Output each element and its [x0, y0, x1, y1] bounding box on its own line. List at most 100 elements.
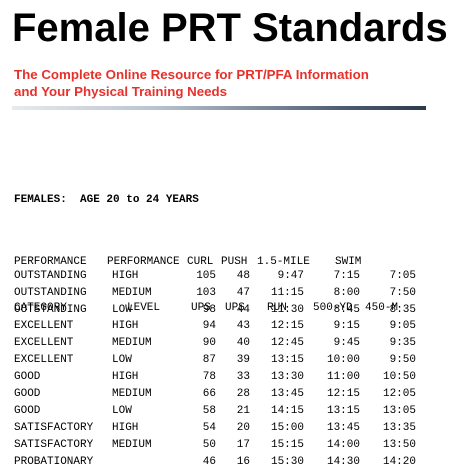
table-row: GOOD LOW 58 21 14:15 13:15 13:05 — [14, 403, 416, 420]
swim-500yd-cell: 7:15 — [333, 269, 360, 282]
curl-ups-cell: 54 — [202, 421, 216, 434]
level-cell: HIGH — [112, 371, 139, 384]
table-row: EXCELLENT HIGH 94 43 12:15 9:15 9:05 — [14, 319, 416, 336]
age-group-heading: FEMALES: AGE 20 to 24 YEARS — [14, 194, 199, 206]
push-ups-cell: 16 — [236, 455, 250, 468]
push-ups-cell: 43 — [236, 320, 250, 333]
standards-table-body: OUTSTANDING HIGH 105 48 9:47 7:15 7:05 OUTSTAND… — [14, 268, 416, 471]
push-ups-cell: 20 — [236, 421, 250, 434]
run-cell: 11:30 — [270, 303, 304, 316]
header-cell: LEVEL — [127, 302, 161, 315]
table-row: OUTSTANDING LOW 98 44 11:30 8:45 8:35 — [14, 302, 416, 319]
swim-450m-cell: 10:50 — [382, 371, 416, 384]
table-row: SATISFACTORY HIGH 54 20 15:00 13:45 13:35 — [14, 420, 416, 437]
swim-500yd-cell: 8:00 — [333, 286, 360, 299]
level-cell: MEDIUM — [112, 286, 152, 299]
header-row-1: PERFORMANCE PERFORMANCE CURL PUSH 1.5-MI… — [14, 255, 415, 270]
curl-ups-cell: 58 — [202, 404, 216, 417]
run-cell: 12:15 — [270, 320, 304, 333]
header-cell: PERFORMANCE — [14, 255, 87, 268]
run-cell: 13:45 — [270, 387, 304, 400]
swim-500yd-cell: 14:30 — [326, 455, 360, 468]
run-cell: 11:15 — [270, 286, 304, 299]
table-row: OUTSTANDING MEDIUM 103 47 11:15 8:00 7:50 — [14, 285, 416, 302]
swim-450m-cell: 8:35 — [389, 303, 416, 316]
swim-500yd-cell: 12:15 — [326, 387, 360, 400]
header-cell: SWIM — [335, 255, 362, 268]
curl-ups-cell: 66 — [202, 387, 216, 400]
push-ups-cell: 44 — [236, 303, 250, 316]
category-cell: GOOD — [14, 404, 41, 417]
level-cell: LOW — [112, 354, 132, 367]
header-cell: PERFORMANCE — [107, 255, 180, 268]
category-cell: EXCELLENT — [14, 337, 74, 350]
curl-ups-cell: 90 — [202, 337, 216, 350]
swim-450m-cell: 7:05 — [389, 269, 416, 282]
swim-450m-cell: 9:35 — [389, 337, 416, 350]
curl-ups-cell: 98 — [202, 303, 216, 316]
header-cell: PUSH — [221, 255, 248, 268]
header-cell: 500-YD — [313, 302, 353, 315]
run-cell: 12:45 — [270, 337, 304, 350]
category-cell: GOOD — [14, 371, 41, 384]
curl-ups-cell: 105 — [196, 269, 216, 282]
level-cell: MEDIUM — [112, 438, 152, 451]
curl-ups-cell: 103 — [196, 286, 216, 299]
header-cell: RUN — [267, 302, 287, 315]
run-cell: 13:15 — [270, 354, 304, 367]
header-cell: UPS — [191, 302, 211, 315]
category-cell: OUTSTANDING — [14, 286, 87, 299]
category-cell: PROBATIONARY — [14, 455, 94, 468]
header-cell: CURL — [187, 255, 214, 268]
level-cell: MEDIUM — [112, 387, 152, 400]
swim-500yd-cell: 13:45 — [326, 421, 360, 434]
curl-ups-cell: 46 — [202, 455, 216, 468]
level-cell: LOW — [112, 303, 132, 316]
swim-500yd-cell: 9:15 — [333, 320, 360, 333]
subtitle-line-2: and Your Physical Training Needs — [14, 84, 228, 99]
level-cell: LOW — [112, 404, 132, 417]
swim-500yd-cell: 11:00 — [326, 371, 360, 384]
push-ups-cell: 21 — [236, 404, 250, 417]
page-title: Female PRT Standards — [12, 6, 448, 50]
header-cell: 450-M — [365, 302, 399, 315]
swim-450m-cell: 9:50 — [389, 354, 416, 367]
swim-450m-cell: 13:05 — [382, 404, 416, 417]
category-cell: GOOD — [14, 387, 41, 400]
level-cell: MEDIUM — [112, 337, 152, 350]
category-cell: OUTSTANDING — [14, 269, 87, 282]
swim-500yd-cell: 9:45 — [333, 337, 360, 350]
category-cell: EXCELLENT — [14, 320, 74, 333]
curl-ups-cell: 94 — [202, 320, 216, 333]
run-cell: 15:15 — [270, 438, 304, 451]
table-row: OUTSTANDING HIGH 105 48 9:47 7:15 7:05 — [14, 268, 416, 285]
table-row: GOOD MEDIUM 66 28 13:45 12:15 12:05 — [14, 386, 416, 403]
category-cell: OUTSTANDING — [14, 303, 87, 316]
swim-450m-cell: 9:05 — [389, 320, 416, 333]
push-ups-cell: 47 — [236, 286, 250, 299]
level-cell: HIGH — [112, 269, 139, 282]
header-cell: 1.5-MILE — [257, 255, 310, 268]
table-row: SATISFACTORY MEDIUM 50 17 15:15 14:00 13:50 — [14, 437, 416, 454]
page-subtitle: The Complete Online Resource for PRT/PFA… — [14, 66, 369, 100]
curl-ups-cell: 50 — [202, 438, 216, 451]
run-cell: 15:30 — [270, 455, 304, 468]
run-cell: 9:47 — [277, 269, 304, 282]
swim-500yd-cell: 8:45 — [333, 303, 360, 316]
standards-table-header: PERFORMANCE PERFORMANCE CURL PUSH 1.5-MI… — [14, 224, 415, 332]
swim-450m-cell: 14:20 — [382, 455, 416, 468]
swim-450m-cell: 12:05 — [382, 387, 416, 400]
table-row: GOOD HIGH 78 33 13:30 11:00 10:50 — [14, 369, 416, 386]
push-ups-cell: 39 — [236, 354, 250, 367]
swim-500yd-cell: 10:00 — [326, 354, 360, 367]
subtitle-line-1: The Complete Online Resource for PRT/PFA… — [14, 67, 369, 82]
push-ups-cell: 28 — [236, 387, 250, 400]
table-row: EXCELLENT MEDIUM 90 40 12:45 9:45 9:35 — [14, 336, 416, 353]
curl-ups-cell: 78 — [202, 371, 216, 384]
category-cell: EXCELLENT — [14, 354, 74, 367]
push-ups-cell: 40 — [236, 337, 250, 350]
push-ups-cell: 48 — [236, 269, 250, 282]
header-cell: UPS — [225, 302, 245, 315]
header-row-2: CATEGORY LEVEL UPS UPS RUN 500-YD 450-M — [14, 301, 415, 316]
swim-500yd-cell: 14:00 — [326, 438, 360, 451]
